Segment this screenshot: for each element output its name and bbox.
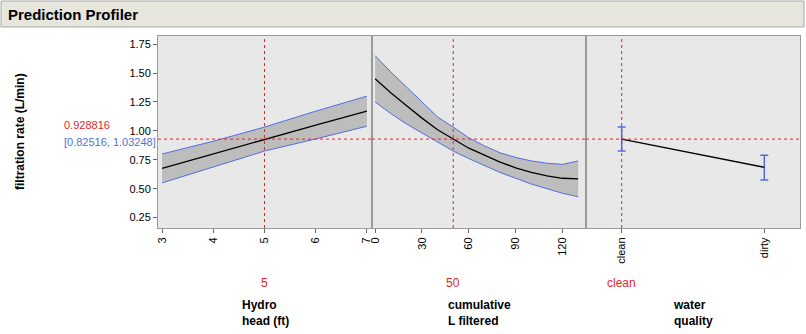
svg-text:1.00: 1.00 <box>129 125 150 137</box>
svg-text:1.25: 1.25 <box>129 96 150 108</box>
svg-text:5: 5 <box>261 276 268 290</box>
svg-text:3: 3 <box>156 237 168 243</box>
svg-text:dirty: dirty <box>758 237 770 258</box>
svg-text:0.50: 0.50 <box>129 183 150 195</box>
svg-text:50: 50 <box>446 276 460 290</box>
svg-text:4: 4 <box>207 237 219 243</box>
svg-text:filtration rate (L/min): filtration rate (L/min) <box>13 73 27 190</box>
svg-text:cumulativeL filtered: cumulativeL filtered <box>448 298 511 328</box>
svg-text:0.928816: 0.928816 <box>64 119 110 131</box>
svg-text:0: 0 <box>369 237 381 243</box>
svg-text:6: 6 <box>309 237 321 243</box>
svg-text:5: 5 <box>258 237 270 243</box>
svg-text:7: 7 <box>360 237 372 243</box>
svg-text:clean: clean <box>615 237 627 263</box>
svg-text:0.75: 0.75 <box>129 154 150 166</box>
svg-text:Prediction Profiler: Prediction Profiler <box>8 6 138 23</box>
svg-text:clean: clean <box>607 276 636 290</box>
svg-text:120: 120 <box>556 237 568 255</box>
svg-text:0.25: 0.25 <box>129 211 150 223</box>
svg-text:Hydrohead (ft): Hydrohead (ft) <box>242 298 289 328</box>
svg-text:60: 60 <box>462 237 474 249</box>
svg-text:30: 30 <box>416 237 428 249</box>
svg-text:[0.82516, 1.03248]: [0.82516, 1.03248] <box>64 136 156 148</box>
svg-text:waterquality: waterquality <box>673 298 713 328</box>
svg-text:1.75: 1.75 <box>129 38 150 50</box>
svg-text:90: 90 <box>509 237 521 249</box>
svg-text:1.50: 1.50 <box>129 67 150 79</box>
